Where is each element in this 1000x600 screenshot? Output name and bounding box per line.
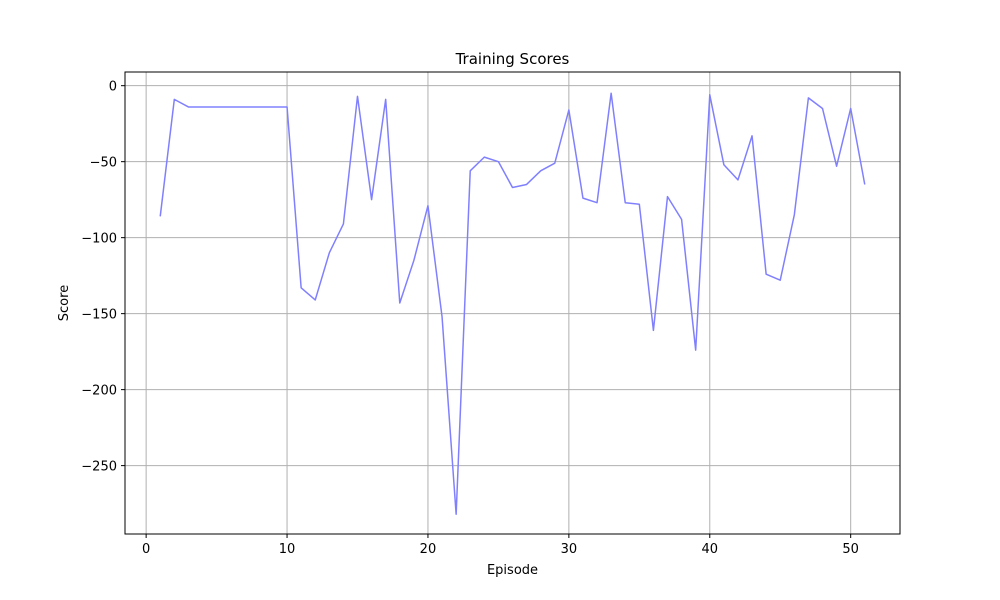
data-point <box>385 99 386 100</box>
y-tick-label: 0 <box>109 80 117 95</box>
data-point <box>822 108 823 109</box>
data-point <box>568 109 569 110</box>
x-tick-label: 20 <box>420 542 437 557</box>
data-point <box>371 199 372 200</box>
data-point <box>399 302 400 303</box>
y-tick-label: −150 <box>81 308 117 323</box>
data-point <box>794 214 795 215</box>
series-line <box>159 92 866 515</box>
y-axis-label: Score <box>57 285 72 321</box>
data-point <box>512 187 513 188</box>
data-point <box>582 198 583 199</box>
data-point <box>596 202 597 203</box>
data-point <box>653 330 654 331</box>
data-point <box>751 135 752 136</box>
data-point <box>441 316 442 317</box>
data-point <box>272 106 273 107</box>
data-point <box>667 196 668 197</box>
data-point <box>780 280 781 281</box>
data-point <box>329 252 330 253</box>
data-point <box>864 184 865 185</box>
data-point <box>244 106 245 107</box>
y-tick-label: −100 <box>81 232 117 247</box>
data-point <box>216 106 217 107</box>
data-point <box>484 157 485 158</box>
data-point <box>202 106 203 107</box>
data-point <box>188 106 189 107</box>
data-point <box>301 287 302 288</box>
data-point <box>498 161 499 162</box>
data-point <box>850 108 851 109</box>
x-tick-label: 40 <box>701 542 718 557</box>
data-point <box>639 204 640 205</box>
y-tick-label: −250 <box>81 460 117 475</box>
data-point <box>554 163 555 164</box>
x-tick-label: 30 <box>561 542 578 557</box>
x-tick-label: 10 <box>279 542 296 557</box>
series-layer <box>159 92 866 515</box>
data-point <box>258 106 259 107</box>
data-point <box>709 94 710 95</box>
data-point <box>737 179 738 180</box>
data-point <box>836 166 837 167</box>
x-tick-label: 50 <box>842 542 859 557</box>
data-point <box>286 106 287 107</box>
y-tick-label: −200 <box>81 384 117 399</box>
x-axis-label: Episode <box>487 563 538 578</box>
data-point <box>470 170 471 171</box>
y-tick-label: −50 <box>90 156 117 171</box>
data-point <box>230 106 231 107</box>
data-point <box>625 202 626 203</box>
data-point <box>357 96 358 97</box>
grid-lines <box>125 72 900 534</box>
chart-title: Training Scores <box>455 50 570 68</box>
y-axis-ticks: 0 −50 −100 −150 −200 −250 <box>81 80 125 475</box>
data-point <box>695 350 696 351</box>
data-point <box>611 93 612 94</box>
data-point <box>456 514 457 515</box>
data-point <box>174 99 175 100</box>
data-point <box>315 299 316 300</box>
data-point <box>343 223 344 224</box>
data-point <box>413 260 414 261</box>
x-tick-label: 0 <box>142 542 150 557</box>
data-point <box>808 97 809 98</box>
data-point <box>766 274 767 275</box>
data-point <box>723 164 724 165</box>
data-point <box>427 205 428 206</box>
data-point <box>540 170 541 171</box>
data-point <box>681 219 682 220</box>
plot-area-frame <box>124 71 901 535</box>
x-axis-ticks: 0 10 20 30 40 50 <box>142 534 859 557</box>
data-point <box>160 216 161 217</box>
data-point <box>526 184 527 185</box>
